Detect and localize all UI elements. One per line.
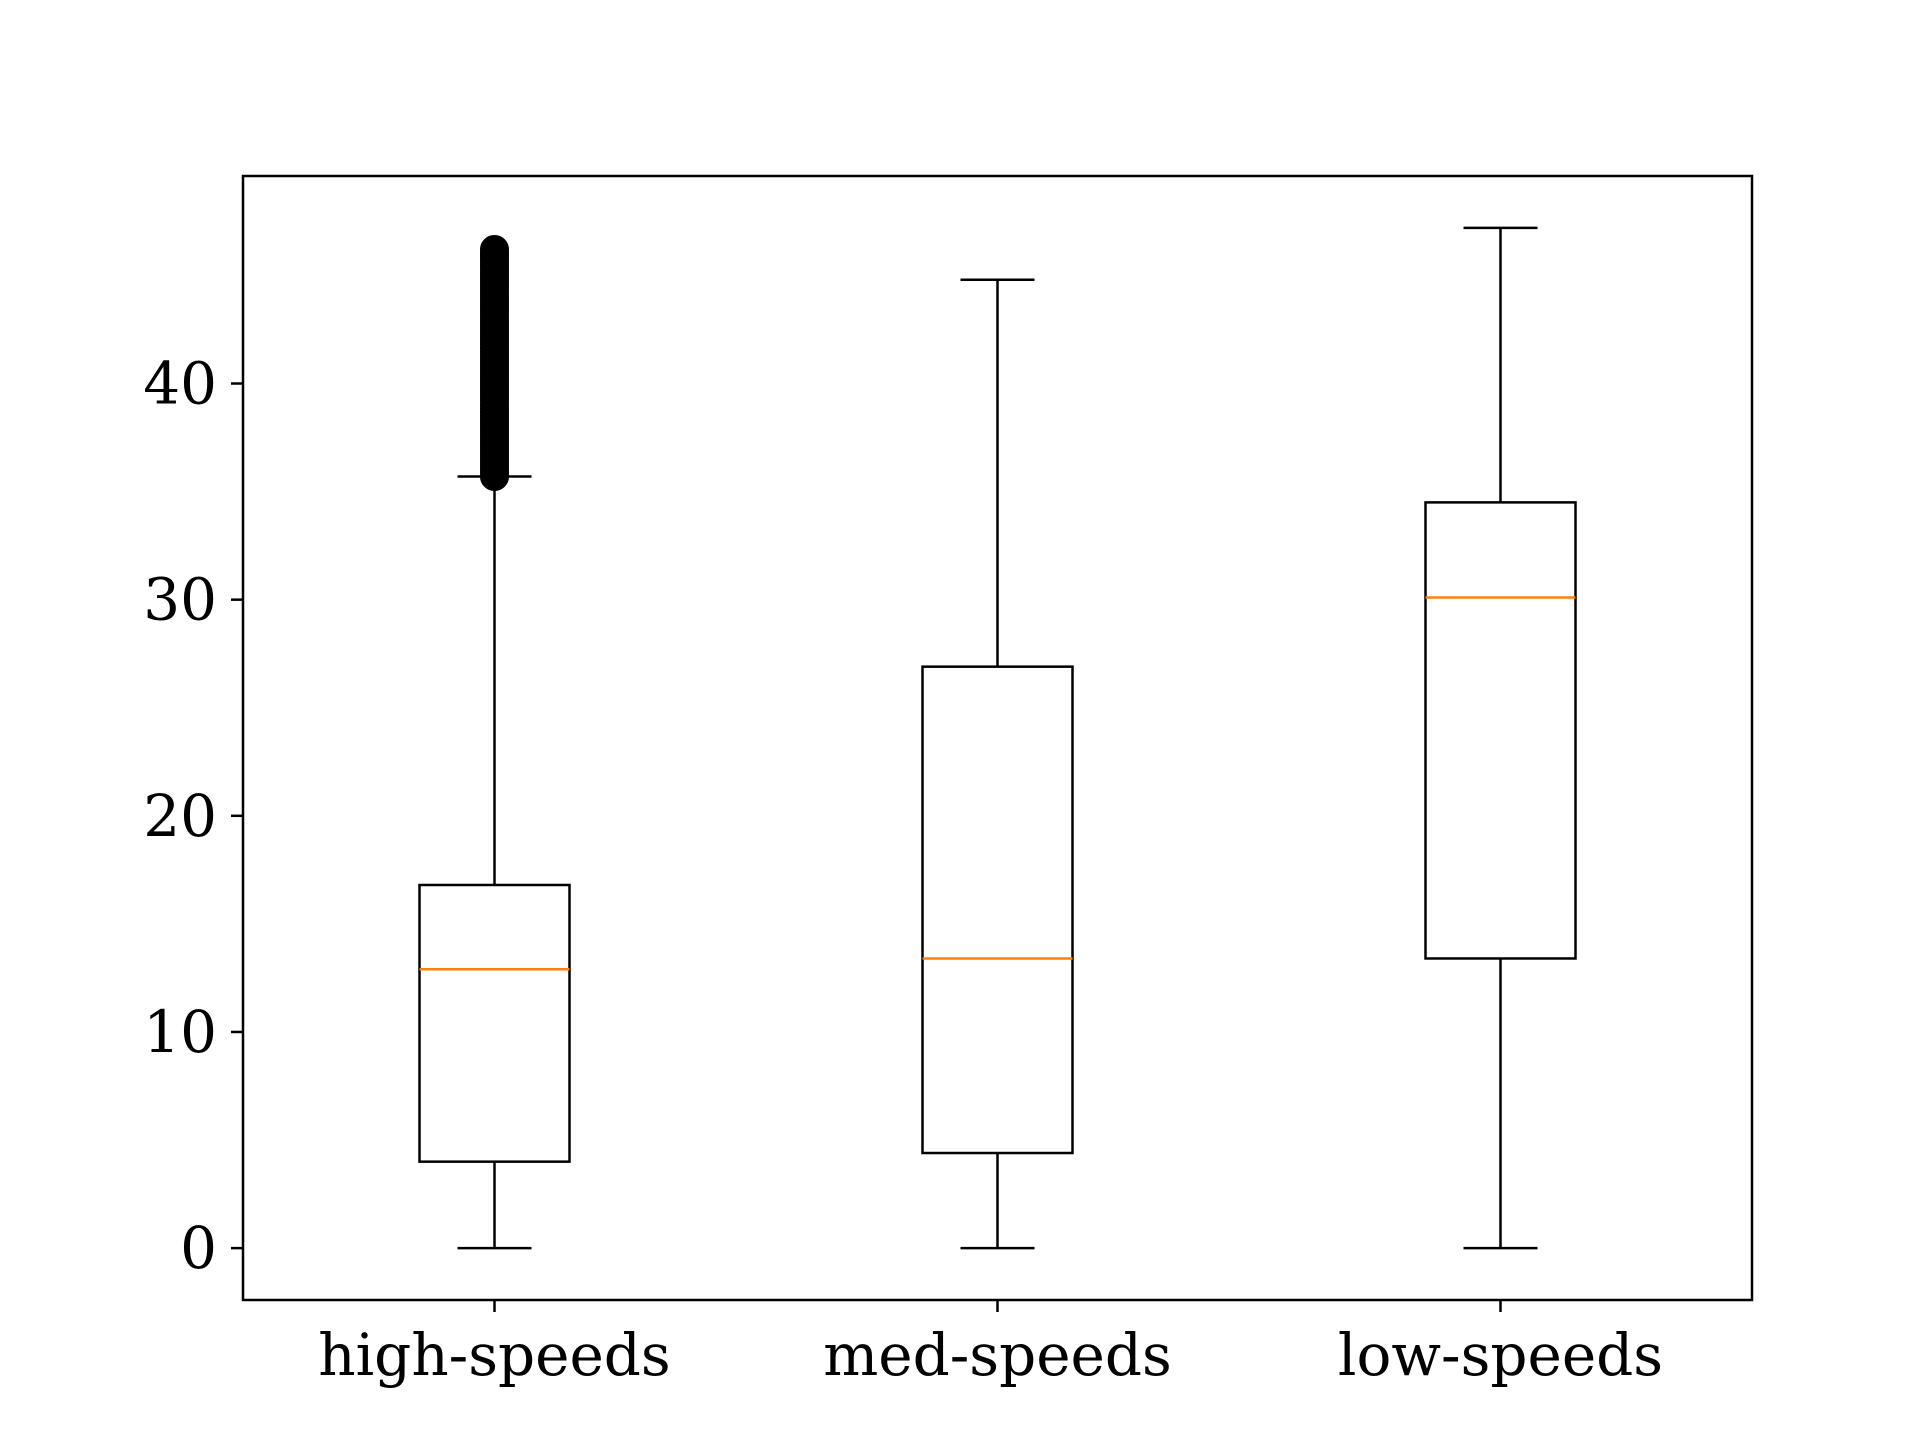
y-tick-label-10: 10 xyxy=(143,998,217,1066)
box-group-low-speeds xyxy=(1426,228,1576,1248)
box-high-speeds xyxy=(420,885,570,1162)
x-tick-label-low-speeds: low-speeds xyxy=(1338,1321,1663,1389)
y-tick-label-40: 40 xyxy=(143,350,217,418)
axes-layer: high-speeds med-speeds low-speeds 0 10 20 30 40 xyxy=(143,350,1663,1389)
x-tick-label-med-speeds: med-speeds xyxy=(823,1321,1171,1389)
y-tick-label-30: 30 xyxy=(143,566,217,634)
box-group-med-speeds xyxy=(923,280,1073,1248)
y-tick-label-20: 20 xyxy=(143,782,217,850)
x-tick-label-high-speeds: high-speeds xyxy=(318,1321,670,1389)
outliers-high-speeds xyxy=(481,235,509,490)
outlier-point xyxy=(481,235,509,263)
box-low-speeds xyxy=(1426,502,1576,958)
y-tick-label-0: 0 xyxy=(180,1214,217,1282)
marks-layer xyxy=(420,228,1576,1248)
box-group-high-speeds xyxy=(420,235,570,1248)
box-med-speeds xyxy=(923,667,1073,1153)
